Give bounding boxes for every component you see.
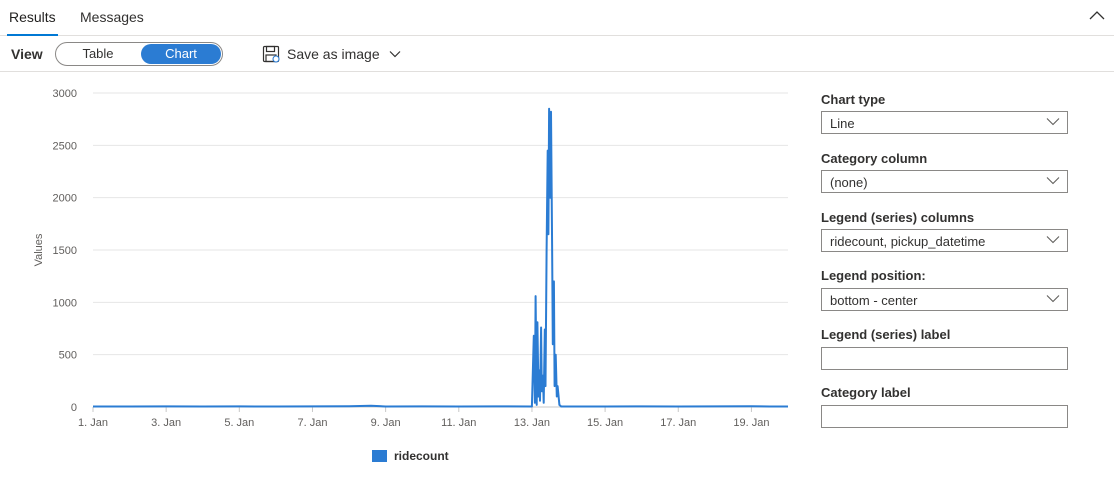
legend-swatch — [372, 450, 387, 462]
legend-position-value: bottom - center — [830, 293, 917, 308]
y-tick-label: 0 — [71, 402, 77, 414]
y-tick-label: 500 — [59, 350, 77, 362]
chart-type-value: Line — [830, 116, 855, 131]
chevron-down-icon — [1046, 117, 1060, 126]
category-label-input[interactable] — [821, 405, 1068, 428]
x-tick-label: 13. Jan — [514, 417, 550, 429]
chevron-down-icon — [1046, 176, 1060, 185]
y-tick-label: 2500 — [53, 140, 77, 152]
view-label: View — [11, 46, 43, 62]
legend-series-label-label: Legend (series) label — [821, 327, 950, 342]
save-icon — [262, 45, 280, 63]
legend-series-label-input[interactable] — [821, 347, 1068, 370]
results-tab-bar: Results Messages — [0, 0, 1114, 36]
chevron-up-icon[interactable] — [1088, 8, 1106, 22]
x-tick-label: 5. Jan — [224, 417, 254, 429]
view-toolbar: View Table Chart Save as image — [0, 36, 1114, 72]
x-tick-label: 9. Jan — [371, 417, 401, 429]
legend-position-label: Legend position: — [821, 268, 926, 283]
x-tick-label: 11. Jan — [441, 417, 476, 429]
category-column-label: Category column — [821, 151, 927, 166]
chart-type-select[interactable]: Line — [821, 111, 1068, 134]
x-tick-label: 15. Jan — [587, 417, 623, 429]
series-line-ridecount — [93, 109, 788, 407]
chevron-down-icon — [1046, 235, 1060, 244]
x-tick-label: 3. Jan — [151, 417, 181, 429]
legend-position-select[interactable]: bottom - center — [821, 288, 1068, 311]
y-tick-label: 2000 — [53, 193, 77, 205]
y-tick-label: 1500 — [53, 245, 77, 257]
y-axis-label: Values — [33, 233, 45, 266]
chart-legend[interactable]: ridecount — [372, 449, 449, 463]
chart-view-option[interactable]: Chart — [141, 44, 221, 64]
save-as-image-button[interactable]: Save as image — [262, 43, 401, 65]
x-tick-label: 17. Jan — [660, 417, 696, 429]
category-column-select[interactable]: (none) — [821, 170, 1068, 193]
chevron-down-icon — [389, 50, 401, 58]
chevron-down-icon — [1046, 294, 1060, 303]
y-tick-label: 3000 — [53, 88, 77, 100]
y-tick-label: 1000 — [53, 297, 77, 309]
x-tick-label: 19. Jan — [733, 417, 769, 429]
x-tick-label: 1. Jan — [78, 417, 108, 429]
category-column-value: (none) — [830, 175, 868, 190]
chart-type-label: Chart type — [821, 92, 885, 107]
legend-columns-label: Legend (series) columns — [821, 210, 974, 225]
tab-results[interactable]: Results — [9, 0, 56, 36]
line-chart: 0 500 1000 1500 2000 2500 3000 1. Jan 3. Jan 5. J… — [0, 72, 800, 442]
view-toggle[interactable]: Table Chart — [55, 42, 223, 66]
legend-columns-value: ridecount, pickup_datetime — [830, 234, 985, 249]
tab-messages[interactable]: Messages — [80, 0, 144, 36]
legend-label: ridecount — [394, 449, 449, 463]
table-view-option[interactable]: Table — [58, 44, 138, 64]
category-label-label: Category label — [821, 385, 911, 400]
save-as-image-label: Save as image — [287, 46, 380, 62]
x-tick-label: 7. Jan — [297, 417, 327, 429]
legend-columns-select[interactable]: ridecount, pickup_datetime — [821, 229, 1068, 252]
